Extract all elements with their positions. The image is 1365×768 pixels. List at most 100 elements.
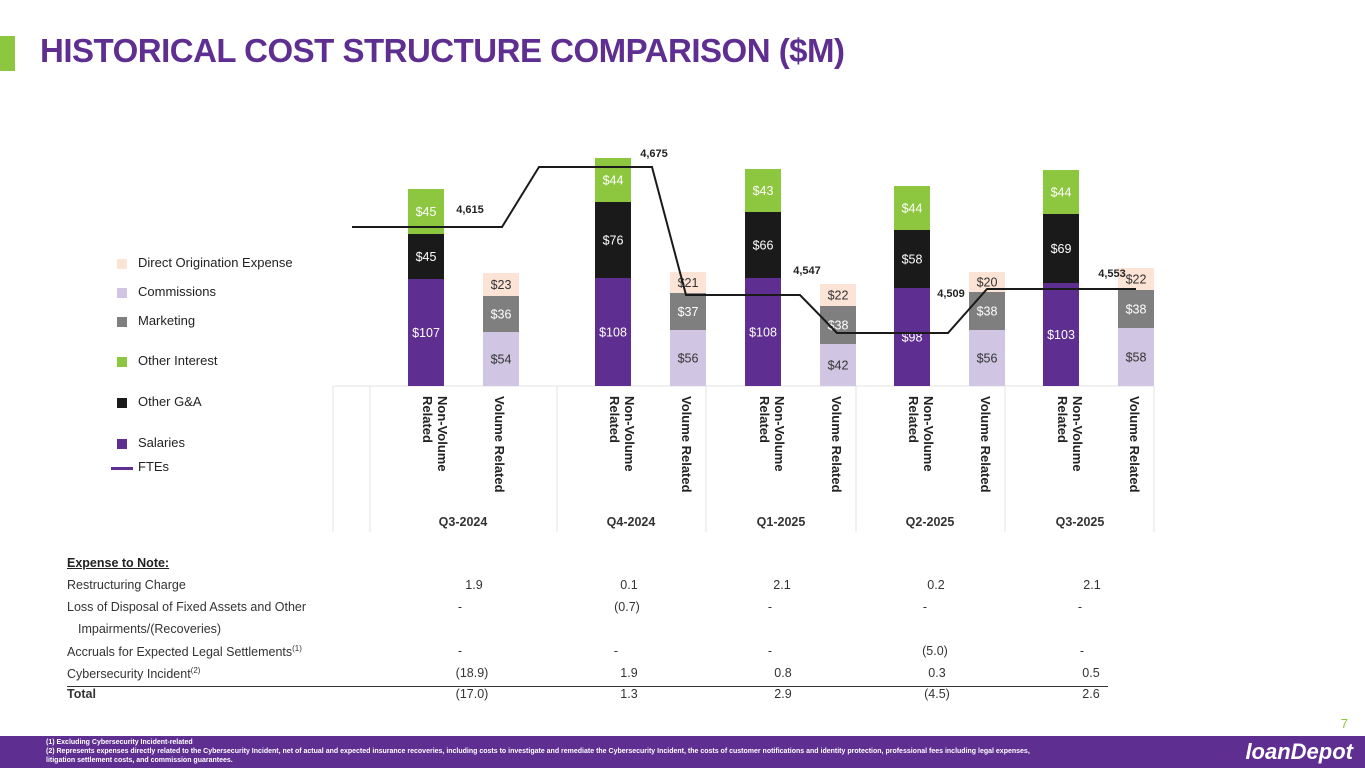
- bar-commissions: [670, 330, 706, 386]
- bar-commissions: [1118, 328, 1154, 386]
- page-number: 7: [1340, 716, 1348, 731]
- legend-swatch: [117, 357, 127, 367]
- bar-commissions: [969, 330, 1005, 386]
- bar-value-label: $36: [491, 308, 512, 322]
- bar-marketing: [670, 293, 706, 330]
- note-row-total: Total (17.0) 1.3 2.9 (4.5) 2.6: [67, 686, 1108, 709]
- category-label: Non-VolumeRelated: [757, 396, 787, 472]
- bar-value-label: $103: [1047, 328, 1075, 342]
- quarter-label: Q1-2025: [757, 515, 806, 529]
- footnote-1: (1) Excluding Cybersecurity Incident-rel…: [46, 739, 193, 746]
- quarter-label: Q3-2024: [439, 515, 488, 529]
- quarter-label: Q2-2025: [906, 515, 955, 529]
- bar-other-g-a: [745, 212, 781, 278]
- category-label-line: Related: [420, 396, 435, 443]
- bar-marketing: [820, 306, 856, 344]
- bar-value-label: $107: [412, 326, 440, 340]
- bar-direct-origination-expense: [969, 272, 1005, 292]
- notes-heading: Expense to Note:: [67, 556, 170, 570]
- bar-marketing: [1118, 290, 1154, 328]
- bar-value-label: $58: [1126, 351, 1147, 365]
- bar-value-label: $58: [902, 253, 923, 267]
- bar-value-label: $23: [491, 278, 512, 292]
- legend-fte-line: [111, 467, 133, 470]
- bar-direct-origination-expense: [1118, 268, 1154, 290]
- category-label-line: Related: [906, 396, 921, 443]
- note-value: 2.6: [1082, 687, 1100, 701]
- legend-label: Salaries: [138, 435, 185, 450]
- note-label-text: Accruals for Expected Legal Settlements: [67, 645, 293, 660]
- fte-value-label: 4,553: [1098, 268, 1126, 280]
- note-value: 0.1: [620, 578, 638, 592]
- legend-label: Other Interest: [138, 353, 218, 368]
- category-label-line: Non-Volume: [1070, 396, 1085, 472]
- bar-value-label: $56: [678, 352, 699, 366]
- footnote-ref: (1): [292, 644, 302, 653]
- note-label: Accruals for Expected Legal Settlements(…: [67, 644, 302, 659]
- bar-value-label: $20: [977, 276, 998, 290]
- category-label: Non-VolumeRelated: [906, 396, 936, 472]
- note-label: Cybersecurity Incident(2): [67, 666, 200, 681]
- bar-salaries: [894, 288, 930, 386]
- bar-value-label: $45: [416, 250, 437, 264]
- note-value: -: [767, 644, 773, 658]
- category-label: Non-VolumeRelated: [420, 396, 450, 472]
- note-row-cybersecurity: Cybersecurity Incident(2) (18.9) 1.9 0.8…: [67, 666, 1108, 686]
- category-label: Volume Related: [492, 396, 507, 493]
- bar-value-label: $44: [1051, 186, 1072, 200]
- bar-value-label: $38: [977, 305, 998, 319]
- bar-marketing: [969, 292, 1005, 330]
- bar-other-g-a: [595, 202, 631, 278]
- bar-direct-origination-expense: [670, 272, 706, 293]
- category-label: Volume Related: [829, 396, 844, 493]
- note-value: 2.9: [774, 687, 792, 701]
- bar-value-label: $69: [1051, 242, 1072, 256]
- legend-swatch: [117, 439, 127, 449]
- note-value: (18.9): [455, 666, 489, 680]
- note-value: -: [1079, 644, 1085, 658]
- bar-value-label: $66: [753, 239, 774, 253]
- loandepot-logo: loanDepot: [1245, 739, 1353, 764]
- legend-swatch: [117, 259, 127, 269]
- bar-value-label: $56: [977, 352, 998, 366]
- note-value: 1.3: [620, 687, 638, 701]
- bar-marketing: [483, 296, 519, 332]
- note-value: (17.0): [455, 687, 489, 701]
- fte-value-label: 4,547: [793, 265, 821, 277]
- note-value: 0.3: [928, 666, 946, 680]
- legend-label: Commissions: [138, 284, 217, 299]
- bar-other-interest: [1043, 170, 1079, 214]
- note-value: 1.9: [465, 578, 483, 592]
- category-label-line: Related: [757, 396, 772, 443]
- category-label-line: Related: [1055, 396, 1070, 443]
- fte-value-label: 4,615: [456, 204, 484, 216]
- category-label: Volume Related: [1127, 396, 1142, 493]
- bar-value-label: $108: [599, 326, 627, 340]
- legend-label: Marketing: [138, 313, 196, 328]
- footer-bar: (1) Excluding Cybersecurity Incident-rel…: [0, 736, 1365, 768]
- bar-value-label: $43: [753, 184, 774, 198]
- bar-direct-origination-expense: [483, 273, 519, 296]
- legend-swatch: [117, 398, 127, 408]
- note-value: -: [613, 644, 619, 658]
- note-label-text: Cybersecurity Incident: [67, 667, 191, 682]
- bar-other-interest: [595, 158, 631, 202]
- bar-value-label: $37: [678, 305, 699, 319]
- note-value: -: [457, 600, 463, 614]
- bar-commissions: [820, 344, 856, 386]
- bar-value-label: $54: [491, 353, 512, 367]
- category-label: Volume Related: [679, 396, 694, 493]
- bar-value-label: $22: [1126, 273, 1147, 287]
- note-value: (4.5): [924, 687, 950, 701]
- note-value: -: [457, 644, 463, 658]
- bar-value-label: $44: [902, 202, 923, 216]
- note-value: -: [767, 600, 773, 614]
- fte-line: [352, 166, 1136, 334]
- bar-value-label: $44: [603, 174, 624, 188]
- category-label-line: Non-Volume: [921, 396, 936, 472]
- note-row-fixed-assets: Loss of Disposal of Fixed Assets and Oth…: [67, 600, 1108, 620]
- bar-value-label: $22: [828, 289, 849, 303]
- note-value: (5.0): [922, 644, 948, 658]
- note-value: 0.8: [774, 666, 792, 680]
- bar-commissions: [483, 332, 519, 386]
